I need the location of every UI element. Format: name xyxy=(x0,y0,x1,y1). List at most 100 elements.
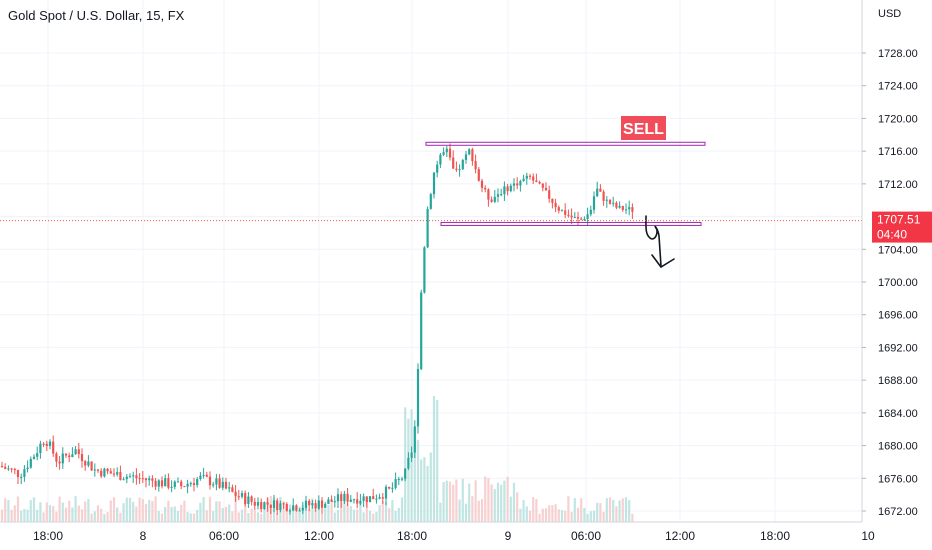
volume-bar xyxy=(285,508,288,522)
volume-bar xyxy=(573,498,576,522)
candle-body xyxy=(192,483,196,486)
candle-body xyxy=(228,487,231,489)
volume-bar xyxy=(362,512,365,522)
volume-bar xyxy=(106,512,109,522)
volume-bar xyxy=(333,512,336,522)
volume-bar xyxy=(615,506,618,522)
candle-body xyxy=(362,496,365,501)
volume-bar xyxy=(276,512,279,522)
volume-bar xyxy=(148,499,151,522)
candle-body xyxy=(160,480,164,487)
candle-body xyxy=(7,468,10,470)
arrow-shaft xyxy=(645,215,662,267)
volume-bar xyxy=(202,496,205,522)
volume-bar xyxy=(189,513,192,522)
candle-body xyxy=(416,369,420,427)
price-tick-label: 1704.00 xyxy=(878,244,918,256)
candle-body xyxy=(112,473,116,475)
volume-bar xyxy=(423,457,426,522)
volume-bar xyxy=(36,509,39,522)
volume-bar xyxy=(448,481,452,522)
candle-body xyxy=(404,468,407,479)
volume-bar xyxy=(71,507,74,522)
candle-body xyxy=(45,443,48,446)
candle-body xyxy=(343,493,346,502)
volume-bar xyxy=(144,504,148,522)
volume-bar xyxy=(471,496,474,522)
volume-bar xyxy=(304,500,308,522)
candle-body xyxy=(272,500,276,508)
candle-body xyxy=(576,217,580,219)
volume-bar xyxy=(480,499,484,522)
volume-bar xyxy=(397,507,400,522)
candle-body xyxy=(173,481,176,487)
volume-bar xyxy=(618,500,621,522)
price-tick-label: 1672.00 xyxy=(878,506,918,518)
volume-bar xyxy=(628,500,631,522)
candle-body xyxy=(628,207,631,210)
volume-bar xyxy=(237,512,240,522)
volume-bar xyxy=(250,508,253,522)
candle-body xyxy=(42,443,45,445)
candle-body xyxy=(234,491,237,497)
price-tick-label: 1696.00 xyxy=(878,310,918,322)
volume-bar xyxy=(404,407,407,522)
candle-body xyxy=(420,292,423,370)
volume-bar xyxy=(631,513,634,522)
candle-body xyxy=(247,496,250,504)
candle-body xyxy=(205,474,208,477)
volume-bar xyxy=(525,506,528,522)
volume-bar xyxy=(378,505,381,522)
volume-bar xyxy=(349,505,352,522)
candle-body xyxy=(141,478,144,480)
candle-body xyxy=(592,196,596,210)
candle-body xyxy=(285,503,288,511)
volume-bar xyxy=(205,510,208,522)
volume-bar xyxy=(516,492,519,522)
candle-body xyxy=(599,188,602,192)
candle-body xyxy=(167,478,170,488)
current-price-countdown: 04:40 xyxy=(877,228,907,242)
volume-bar xyxy=(567,496,570,522)
candle-body xyxy=(596,188,599,197)
volume-bar xyxy=(96,505,100,522)
volume-bar xyxy=(61,502,64,522)
volume-bar xyxy=(231,511,234,522)
candle-body xyxy=(68,455,71,458)
volume-bar xyxy=(29,500,32,522)
chart-title: Gold Spot / U.S. Dollar, 15, FX xyxy=(8,8,185,23)
volume-bar xyxy=(346,503,349,522)
volume-bar xyxy=(128,497,132,522)
candle-body xyxy=(71,454,74,458)
candle-body xyxy=(320,500,324,508)
candle-body xyxy=(221,481,224,488)
candle-body xyxy=(436,164,439,173)
volume-bars xyxy=(0,396,634,522)
time-tick-label: 9 xyxy=(505,529,512,543)
candle-body xyxy=(116,472,119,475)
volume-bar xyxy=(308,509,311,522)
volume-bar xyxy=(176,511,180,522)
volume-bar xyxy=(410,409,413,522)
candle-body xyxy=(512,183,516,186)
candle-body xyxy=(509,185,512,192)
volume-bar xyxy=(612,499,615,522)
volume-bar xyxy=(394,510,397,522)
candle-body xyxy=(528,175,532,177)
candle-body xyxy=(506,186,509,192)
volume-bar xyxy=(413,428,416,522)
volume-bar xyxy=(327,505,330,522)
candle-body xyxy=(295,505,298,511)
volume-bar xyxy=(605,498,608,522)
volume-bar xyxy=(570,511,573,522)
candle-body xyxy=(314,503,317,509)
volume-bar xyxy=(544,508,548,522)
volume-bar xyxy=(52,506,55,522)
candle-body xyxy=(468,149,471,155)
candle-body xyxy=(0,466,4,468)
sell-label: SELL xyxy=(623,121,664,138)
volume-bar xyxy=(234,497,237,522)
volume-bar xyxy=(228,504,231,522)
volume-bar xyxy=(487,478,490,522)
